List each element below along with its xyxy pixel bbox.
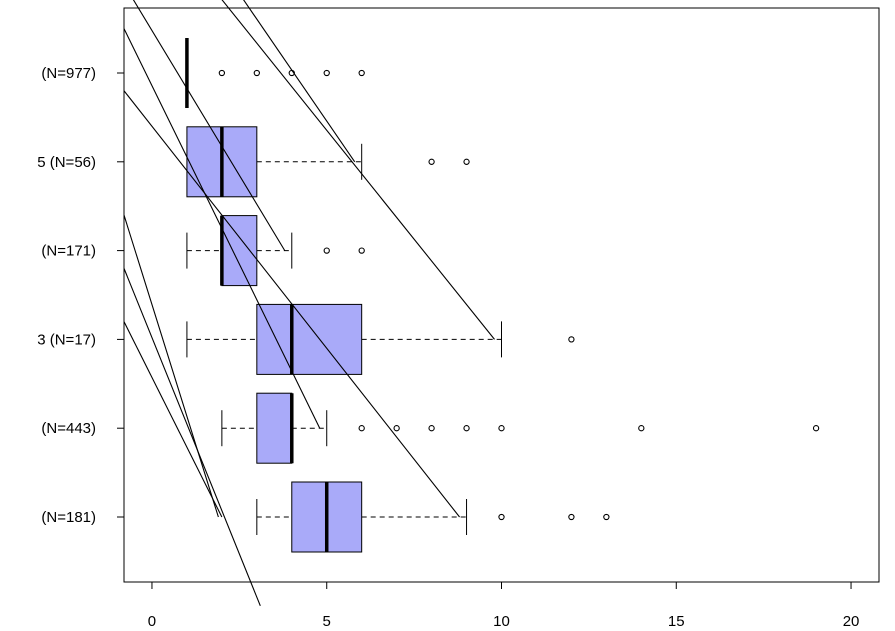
outlier-point <box>253 69 260 77</box>
box-iqr <box>221 215 258 287</box>
box-group-2 <box>186 126 470 198</box>
x-tick-label: 10 <box>493 613 510 630</box>
box-group-1 <box>185 38 365 108</box>
outlier-point <box>358 247 365 254</box>
outlier-point <box>498 513 505 521</box>
x-tick-label: 5 <box>323 613 331 630</box>
y-tick-label: (N=977) <box>41 65 96 82</box>
overlay-line <box>123 28 321 429</box>
overlay-lines <box>123 0 495 607</box>
outlier-point <box>428 158 435 165</box>
overlay-line <box>123 321 223 518</box>
overlay-line <box>123 268 261 607</box>
outlier-point <box>358 425 365 432</box>
x-tick-label: 0 <box>148 613 156 630</box>
outlier-point <box>323 69 330 77</box>
box-group-4 <box>186 303 575 375</box>
x-axis: 0 5 10 15 20 <box>148 582 860 630</box>
outlier-point <box>568 513 575 521</box>
x-tick-label: 20 <box>843 613 860 630</box>
y-tick-label: 5 (N=56) <box>37 154 96 171</box>
plot-frame <box>123 7 880 583</box>
outlier-point <box>428 425 435 432</box>
box-group-6 <box>256 481 610 553</box>
outlier-point <box>498 425 505 432</box>
y-axis: (N=977) 5 (N=56) (N=171) 3 (N=17) (N=443) (N=… <box>37 65 124 526</box>
box-group-3 <box>186 215 365 287</box>
outlier-point <box>218 69 226 77</box>
x-tick-label: 15 <box>668 613 685 630</box>
y-tick-label: (N=171) <box>41 243 96 260</box>
overlay-line <box>123 90 460 518</box>
box-iqr <box>256 303 363 375</box>
box-iqr <box>256 392 293 464</box>
overlay-line <box>132 0 286 251</box>
y-tick-label: (N=443) <box>41 420 96 437</box>
outlier-point <box>568 336 575 343</box>
outlier-point <box>358 69 365 77</box>
outlier-point <box>393 425 400 432</box>
overlay-line <box>243 0 356 163</box>
outlier-point <box>463 158 470 165</box>
overlay-line <box>123 214 219 518</box>
y-tick-label: 3 (N=17) <box>37 331 96 348</box>
y-tick-label: (N=181) <box>41 509 96 526</box>
plot-marks <box>185 38 820 553</box>
outlier-point <box>463 425 470 432</box>
box-group-5 <box>221 392 820 464</box>
overlay-line <box>221 0 495 340</box>
outlier-point <box>812 425 820 432</box>
outlier-point <box>603 513 610 521</box>
outlier-point <box>638 425 645 432</box>
outlier-point <box>323 247 330 254</box>
